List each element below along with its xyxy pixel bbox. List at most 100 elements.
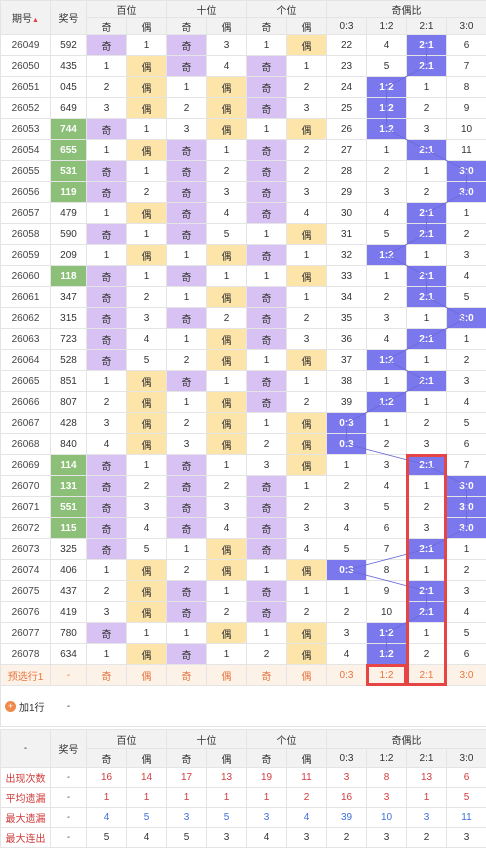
stats-value: 1 bbox=[166, 787, 207, 808]
ratio-miss-cell: 2 bbox=[406, 496, 447, 518]
odd-cell: 1 bbox=[166, 622, 207, 644]
issue-cell: 26055 bbox=[0, 160, 51, 182]
main-subheader: 奇 bbox=[246, 17, 287, 35]
even-cell: 2 bbox=[286, 76, 327, 98]
odd-cell: 1 bbox=[166, 328, 207, 350]
sort-arrows-icon[interactable]: ▲ bbox=[32, 17, 39, 24]
preview-option[interactable]: 奇 bbox=[86, 664, 127, 686]
add-row-cell[interactable]: + 加1行 bbox=[0, 685, 51, 727]
even-cell: 偶 bbox=[286, 622, 327, 644]
ball-number-cell: 551 bbox=[50, 496, 87, 518]
add-row-label: 加1行 bbox=[19, 702, 45, 714]
odd-cell: 1 bbox=[166, 286, 207, 308]
preview-option[interactable]: 1:2 bbox=[366, 664, 407, 686]
odd-cell: 奇 bbox=[246, 370, 287, 392]
odd-cell: 1 bbox=[246, 223, 287, 245]
preview-option[interactable]: 3:0 bbox=[446, 664, 486, 686]
odd-cell: 奇 bbox=[246, 580, 287, 602]
issue-cell: 26061 bbox=[0, 286, 51, 308]
stats-label: 最大遗漏 bbox=[0, 807, 51, 828]
table-row: 26053 744 奇 1 3 偶 1 偶 26 1:2 3 10 bbox=[0, 118, 486, 140]
odd-cell: 奇 bbox=[86, 622, 127, 644]
even-cell: 2 bbox=[126, 286, 167, 308]
even-cell: 偶 bbox=[286, 265, 327, 287]
trend-table: 期号▲ 奖号 百位 十位 个位 奇偶比 奇偶奇偶奇偶 0:3 1:2 2:1 3:0 2… bbox=[0, 0, 486, 727]
even-cell: 偶 bbox=[286, 433, 327, 455]
even-cell: 1 bbox=[286, 580, 327, 602]
stats-group-bai: 百位 bbox=[86, 729, 167, 749]
stats-value: 1 bbox=[246, 787, 287, 808]
even-cell: 偶 bbox=[206, 286, 247, 308]
group-header-shi: 十位 bbox=[166, 0, 247, 18]
odd-cell: 奇 bbox=[166, 307, 207, 329]
ratio-miss-cell: 39 bbox=[326, 391, 367, 413]
ratio-miss-cell: 1 bbox=[406, 559, 447, 581]
issue-cell: 26050 bbox=[0, 55, 51, 77]
odd-cell: 3 bbox=[166, 118, 207, 140]
even-cell: 偶 bbox=[206, 328, 247, 350]
add-row-value: - bbox=[50, 685, 87, 727]
even-cell: 4 bbox=[126, 517, 167, 539]
main-subheader: 偶 bbox=[206, 17, 247, 35]
preview-option[interactable]: 偶 bbox=[126, 664, 167, 686]
even-cell: 2 bbox=[286, 307, 327, 329]
issue-cell: 26078 bbox=[0, 643, 51, 665]
table-row: 26056 119 奇 2 奇 3 奇 3 29 3 2 3:0 bbox=[0, 181, 486, 203]
issue-cell: 26058 bbox=[0, 223, 51, 245]
odd-cell: 奇 bbox=[246, 328, 287, 350]
issue-header[interactable]: 期号▲ bbox=[0, 0, 51, 35]
even-cell: 4 bbox=[206, 55, 247, 77]
ratio-miss-cell: 38 bbox=[326, 370, 367, 392]
table-row: 26050 435 1 偶奇 4 奇 1 23 5 2:1 7 bbox=[0, 55, 486, 77]
stats-value: 4 bbox=[246, 827, 287, 848]
ratio-miss-cell: 8 bbox=[366, 559, 407, 581]
table-row: 26069 114 奇 1 奇 1 3 偶 1 3 2:1 7 bbox=[0, 454, 486, 476]
table-row: 26068 840 4 偶 3 偶 2 偶 0:3 2 3 6 bbox=[0, 433, 486, 455]
stats-subheader: 2:1 bbox=[406, 748, 447, 768]
even-cell: 1 bbox=[206, 265, 247, 287]
ratio-miss-cell: 7 bbox=[446, 454, 486, 476]
even-cell: 5 bbox=[206, 223, 247, 245]
ratio-mark-cell: 1:2 bbox=[366, 349, 407, 371]
stats-value: 2 bbox=[326, 827, 367, 848]
even-cell: 4 bbox=[286, 538, 327, 560]
ratio-miss-cell: 3 bbox=[406, 118, 447, 140]
ratio-miss-cell: 6 bbox=[446, 643, 486, 665]
even-cell: 4 bbox=[286, 202, 327, 224]
preview-option[interactable]: 奇 bbox=[166, 664, 207, 686]
preview-option[interactable]: 偶 bbox=[286, 664, 327, 686]
ratio-mark-cell: 3:0 bbox=[446, 475, 486, 497]
even-cell: 1 bbox=[206, 454, 247, 476]
preview-option[interactable]: 奇 bbox=[246, 664, 287, 686]
ratio-miss-cell: 2 bbox=[366, 286, 407, 308]
preview-option[interactable]: 偶 bbox=[206, 664, 247, 686]
stats-value: 1 bbox=[126, 787, 167, 808]
ratio-miss-cell: 27 bbox=[326, 139, 367, 161]
stats-value: 16 bbox=[326, 787, 367, 808]
issue-cell: 26074 bbox=[0, 559, 51, 581]
stats-value: 3 bbox=[446, 827, 486, 848]
ratio-miss-cell: 1 bbox=[406, 391, 447, 413]
add-row-button[interactable]: + 加1行 bbox=[5, 699, 45, 714]
even-cell: 1 bbox=[206, 643, 247, 665]
ratio-miss-cell: 4 bbox=[366, 202, 407, 224]
ratio-mark-cell: 3:0 bbox=[446, 181, 486, 203]
ratio-miss-cell: 6 bbox=[446, 433, 486, 455]
odd-cell: 奇 bbox=[246, 496, 287, 518]
preview-row[interactable]: 预选行1- 奇偶奇偶奇偶 0:3 1:2 2:1 3:0 bbox=[0, 664, 486, 686]
issue-cell: 26051 bbox=[0, 76, 51, 98]
even-cell: 3 bbox=[206, 181, 247, 203]
stats-value: 3 bbox=[406, 807, 447, 828]
group-header-ge: 个位 bbox=[246, 0, 327, 18]
odd-cell: 奇 bbox=[166, 454, 207, 476]
stats-value: 4 bbox=[86, 807, 127, 828]
odd-cell: 3 bbox=[86, 601, 127, 623]
ratio-mark-cell: 3:0 bbox=[446, 517, 486, 539]
odd-cell: 奇 bbox=[166, 475, 207, 497]
ratio-mark-cell: 2:1 bbox=[406, 580, 447, 602]
preview-option[interactable]: 0:3 bbox=[326, 664, 367, 686]
odd-cell: 奇 bbox=[246, 391, 287, 413]
preview-option[interactable]: 2:1 bbox=[406, 664, 447, 686]
stats-value: 3 bbox=[166, 807, 207, 828]
odd-cell: 奇 bbox=[86, 496, 127, 518]
